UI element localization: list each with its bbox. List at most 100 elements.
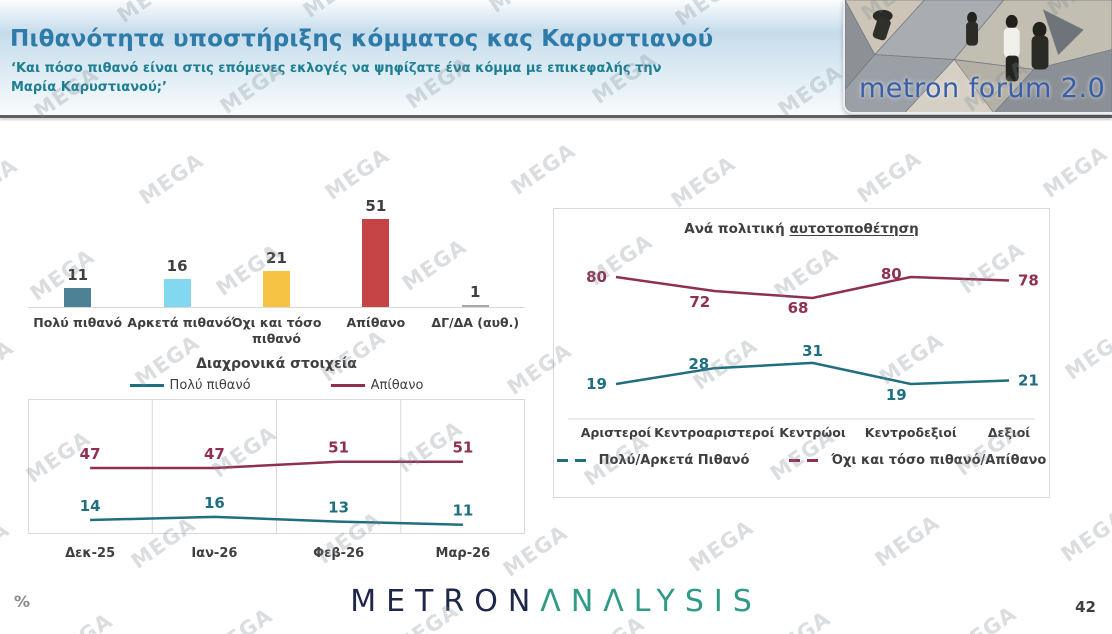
bar-category-label: Αρκετά πιθανό <box>127 315 232 330</box>
bar-column: 1 <box>426 283 525 307</box>
bar-value-label: 16 <box>166 257 188 276</box>
svg-text:31: 31 <box>802 342 823 360</box>
svg-text:14: 14 <box>80 497 101 515</box>
svg-text:51: 51 <box>328 439 349 457</box>
svg-text:Κεντρώοι: Κεντρώοι <box>779 425 846 440</box>
bar <box>163 279 191 307</box>
svg-text:16: 16 <box>204 494 225 512</box>
legend-item: Πολύ πιθανό <box>129 378 251 393</box>
bar <box>362 219 390 307</box>
header-divider <box>0 115 1112 118</box>
brand-metron: METRON <box>350 584 541 619</box>
mega-watermark: MEGA <box>1061 323 1112 384</box>
bar-chart-categories: Πολύ πιθανό Αρκετά πιθανό Όχι και τόσο πιθ… <box>28 315 525 348</box>
bar <box>262 270 290 307</box>
mega-watermark: MEGA <box>1057 505 1112 566</box>
trend-chart-legend: Πολύ πιθανό Απίθανο <box>28 378 525 393</box>
page-subtitle: ‘Και πόσο πιθανό είναι στις επόμενες εκλ… <box>11 61 662 95</box>
panel-plot: 19 28 31 19 21 80 72 68 80 78 Αριστεροί Κεντροαριστ… <box>568 265 1039 440</box>
panel-title: Ανά πολιτική αυτοτοποθέτηση <box>684 221 919 237</box>
bar-value-label: 11 <box>67 266 89 285</box>
bar-category-label: Πολύ πιθανό <box>33 315 123 330</box>
svg-text:21: 21 <box>1018 372 1039 390</box>
x-axis-label: Μαρ-26 <box>435 546 491 561</box>
svg-text:Αριστεροί: Αριστεροί <box>581 425 652 440</box>
bar-column: 21 <box>227 249 326 307</box>
svg-text:19: 19 <box>586 375 607 393</box>
bar-value-label: 51 <box>365 197 387 216</box>
svg-text:80: 80 <box>881 265 902 283</box>
metron-analysis-logo: METRONΛNΛLYSIS <box>0 584 1112 619</box>
legend-label: Πολύ/Αρκετά Πιθανό <box>598 453 750 468</box>
bar-column: 11 <box>28 266 127 307</box>
metron-forum-logo-text: metron forum 2.0 <box>859 73 1106 104</box>
bar-value-label: 21 <box>266 248 287 267</box>
bar-category: Αρκετά πιθανό <box>127 315 231 348</box>
bar <box>461 305 489 307</box>
trend-chart: Διαχρονικά στοιχεία Πολύ πιθανό Απίθανο 1… <box>28 356 525 561</box>
bar-chart-bars: 11 16 21 51 1 <box>28 195 525 307</box>
metron-forum-logo: metron forum 2.0 <box>843 0 1112 114</box>
percent-note: % <box>14 592 31 611</box>
bar-category-label: Απίθανο <box>346 315 406 330</box>
trend-chart-x-labels: Δεκ-25 Ιαν-26 Φεβ-26 Μαρ-26 <box>28 546 525 561</box>
svg-text:47: 47 <box>204 445 225 463</box>
svg-text:80: 80 <box>586 268 607 286</box>
mega-watermark: MEGA <box>1039 141 1112 202</box>
svg-text:19: 19 <box>886 386 907 404</box>
mega-watermark: MEGA <box>685 515 758 576</box>
legend-dash-marker <box>789 459 826 462</box>
x-axis-label: Δεκ-25 <box>65 546 116 561</box>
x-axis-label: Φεβ-26 <box>313 546 365 561</box>
legend-item: Απίθανο <box>330 378 424 393</box>
panel-legend: Πολύ/Αρκετά Πιθανό Όχι και τόσο πιθανό/Απ… <box>554 453 1049 468</box>
bar-category: Απίθανο <box>326 315 425 348</box>
svg-text:Δεξιοί: Δεξιοί <box>988 425 1030 440</box>
mega-watermark: MEGA <box>871 510 944 571</box>
legend-item: Πολύ/Αρκετά Πιθανό <box>556 453 750 468</box>
mega-watermark: MEGA <box>853 146 926 207</box>
legend-label: Όχι και τόσο πιθανό/Απίθανο <box>831 453 1047 468</box>
bar-category: Πολύ πιθανό <box>28 315 127 348</box>
bar-category-label: ΔΓ/ΔΑ (αυθ.) <box>431 315 520 330</box>
svg-text:Κεντροδεξιοί: Κεντροδεξιοί <box>865 425 957 440</box>
legend-dash-marker <box>556 459 593 462</box>
legend-line-marker <box>129 384 164 387</box>
mega-watermark: MEGA <box>0 335 18 396</box>
brand-analysis: ΛNΛLYSIS <box>540 584 762 619</box>
bar-chart-axis <box>28 307 525 308</box>
mosaic-photo-graphic <box>845 0 1112 112</box>
legend-label: Πολύ πιθανό <box>169 378 251 393</box>
mega-watermark: MEGA <box>0 153 22 214</box>
legend-line-marker <box>330 384 365 387</box>
bar-value-label: 1 <box>470 283 481 301</box>
bar-category: Όχι και τόσο πιθανό <box>227 315 326 348</box>
bar-category-label: Όχι και τόσο πιθανό <box>231 315 322 347</box>
svg-text:68: 68 <box>788 299 809 317</box>
page-title: Πιθανότητα υποστήριξης κόμματος κας Καρυ… <box>10 26 714 52</box>
mega-watermark: MEGA <box>0 517 14 578</box>
svg-text:51: 51 <box>452 439 473 457</box>
page-number: 42 <box>1075 598 1096 616</box>
x-axis-label: Ιαν-26 <box>191 546 238 561</box>
trend-chart-title: Διαχρονικά στοιχεία <box>196 356 357 372</box>
svg-text:Κεντροαριστεροί: Κεντροαριστεροί <box>654 425 774 440</box>
svg-text:47: 47 <box>80 445 101 463</box>
bar-category: ΔΓ/ΔΑ (αυθ.) <box>426 315 525 348</box>
political-placement-panel: Ανά πολιτική αυτοτοποθέτηση 19 28 31 19 21 80… <box>553 208 1050 498</box>
svg-text:78: 78 <box>1018 272 1039 290</box>
svg-text:28: 28 <box>688 355 709 373</box>
mega-watermark: MEGA <box>667 151 740 212</box>
legend-item: Όχι και τόσο πιθανό/Απίθανο <box>789 453 1046 468</box>
svg-text:11: 11 <box>452 502 473 520</box>
legend-label: Απίθανο <box>370 378 424 393</box>
bar <box>64 288 92 307</box>
svg-text:72: 72 <box>689 293 710 311</box>
bar-column: 51 <box>326 197 425 307</box>
svg-text:13: 13 <box>328 499 349 517</box>
trend-chart-plot: 14 16 13 11 47 47 51 51 <box>28 399 525 534</box>
bar-column: 16 <box>127 257 226 307</box>
mega-watermark: MEGA <box>507 138 580 199</box>
bar-chart: 11 16 21 51 1 Πολύ πιθανό Αρκετά πιθανό Όχι κα… <box>28 195 525 348</box>
